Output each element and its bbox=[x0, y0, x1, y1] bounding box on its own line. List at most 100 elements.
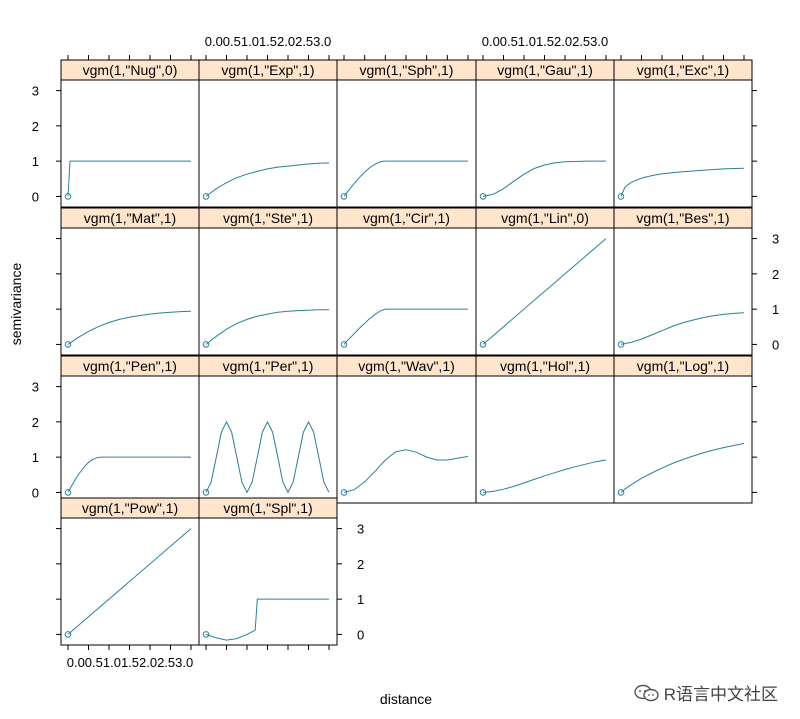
panel-title: vgm(1,"Ste",1) bbox=[223, 210, 313, 226]
semivariance-line bbox=[205, 598, 329, 641]
semivariance-line bbox=[205, 309, 329, 345]
origin-point bbox=[340, 193, 348, 200]
semivariance-line bbox=[67, 160, 191, 197]
semivariance-line bbox=[205, 162, 330, 197]
origin-point bbox=[340, 341, 348, 348]
panel-title: vgm(1,"Exc",1) bbox=[637, 62, 729, 78]
semivariance-line bbox=[620, 312, 745, 345]
panel-frame bbox=[198, 79, 338, 208]
panel-frame bbox=[60, 79, 200, 208]
panel-title: vgm(1,"Log",1) bbox=[637, 358, 729, 374]
panel-title: vgm(1,"Lin",0) bbox=[501, 210, 589, 226]
y-tick-label: 0 bbox=[32, 485, 39, 500]
origin-point bbox=[64, 489, 72, 496]
panel-frame bbox=[336, 79, 477, 208]
origin-point bbox=[202, 631, 210, 638]
semivariance-line bbox=[482, 160, 606, 197]
y-tick-label: 3 bbox=[32, 380, 39, 395]
wechat-bubble-icon bbox=[634, 684, 659, 701]
panel-title: vgm(1,"Bes",1) bbox=[636, 210, 729, 226]
panel: vgm(1,"Hol",1) bbox=[475, 355, 615, 504]
y-tick-label: 1 bbox=[32, 154, 39, 169]
panel-frame bbox=[336, 227, 477, 356]
x-tick-labels: 0.00.51.01.52.02.53.0 bbox=[482, 34, 609, 49]
panel-title: vgm(1,"Per",1) bbox=[223, 358, 314, 374]
panel-title: vgm(1,"Pen",1) bbox=[83, 358, 177, 374]
panel: vgm(1,"Nug",0) 0 1 2 3 bbox=[32, 55, 200, 208]
panel: vgm(1,"Pow",1) 0.00.51.01.52.02.53.0 bbox=[56, 497, 200, 670]
y-tick-label: 1 bbox=[357, 592, 364, 607]
panel: vgm(1,"Gau",1) 0.00.51.01.52.02.53.0 bbox=[475, 34, 615, 208]
panel-frame bbox=[198, 517, 338, 646]
panel-frame bbox=[613, 79, 753, 208]
panel: vgm(1,"Spl",1) 0 1 2 3 bbox=[198, 497, 364, 650]
y-tick-label: 3 bbox=[357, 522, 364, 537]
origin-point bbox=[479, 489, 487, 496]
semivariance-line bbox=[620, 442, 745, 493]
origin-point bbox=[64, 341, 72, 348]
panel-frame bbox=[198, 227, 338, 356]
panel: vgm(1,"Bes",1) 0 1 2 3 bbox=[613, 207, 779, 356]
panel: vgm(1,"Mat",1) bbox=[56, 207, 200, 356]
y-tick-label: 1 bbox=[772, 302, 779, 317]
semivariance-line bbox=[343, 160, 468, 197]
panel-frame bbox=[60, 375, 200, 504]
panel-frame bbox=[475, 79, 615, 208]
y-tick-label: 2 bbox=[32, 415, 39, 430]
semivariance-line bbox=[620, 167, 745, 197]
y-tick-label: 0 bbox=[772, 337, 779, 352]
origin-point bbox=[617, 341, 625, 348]
panel: vgm(1,"Ste",1) bbox=[198, 207, 338, 356]
panel-title: vgm(1,"Mat",1) bbox=[84, 210, 176, 226]
origin-point bbox=[479, 193, 487, 200]
panel-frame bbox=[336, 375, 477, 504]
panel: vgm(1,"Lin",0) bbox=[475, 207, 615, 356]
panel: vgm(1,"Wav",1) bbox=[336, 355, 477, 504]
panel-frame bbox=[613, 227, 753, 356]
panel-title: vgm(1,"Nug",0) bbox=[83, 62, 178, 78]
panel: vgm(1,"Exc",1) bbox=[613, 55, 757, 208]
watermark: R语言中文社区 bbox=[634, 680, 778, 705]
panel-frame bbox=[475, 375, 615, 504]
semivariance-line bbox=[67, 456, 191, 493]
panel-title: vgm(1,"Wav",1) bbox=[358, 358, 455, 374]
panel: vgm(1,"Per",1) bbox=[198, 355, 338, 504]
y-tick-label: 3 bbox=[32, 84, 39, 99]
y-tick-label: 1 bbox=[32, 450, 39, 465]
origin-point bbox=[617, 489, 625, 496]
semivariance-line bbox=[67, 528, 192, 635]
panel-title: vgm(1,"Gau",1) bbox=[497, 62, 593, 78]
x-tick-labels: 0.00.51.01.52.02.53.0 bbox=[205, 34, 332, 49]
panel-title: vgm(1,"Cir",1) bbox=[363, 210, 450, 226]
y-tick-label: 0 bbox=[357, 627, 364, 642]
semivariance-line bbox=[482, 238, 607, 345]
panel-title: vgm(1,"Sph",1) bbox=[360, 62, 454, 78]
origin-point bbox=[202, 193, 210, 200]
origin-point bbox=[202, 341, 210, 348]
panel-title: vgm(1,"Exp",1) bbox=[221, 62, 314, 78]
origin-point bbox=[340, 489, 348, 496]
semivariance-line bbox=[343, 449, 469, 493]
semivariance-line bbox=[205, 420, 330, 494]
panel: vgm(1,"Log",1) bbox=[613, 355, 757, 504]
semivariance-line bbox=[67, 310, 192, 345]
origin-point bbox=[479, 341, 487, 348]
panel: vgm(1,"Cir",1) bbox=[336, 207, 477, 356]
panel: vgm(1,"Sph",1) bbox=[336, 55, 477, 208]
panel-title: vgm(1,"Hol",1) bbox=[500, 358, 590, 374]
panel-frame bbox=[613, 375, 753, 504]
origin-point bbox=[64, 631, 72, 638]
y-tick-label: 3 bbox=[772, 232, 779, 247]
panel-title: vgm(1,"Pow",1) bbox=[82, 500, 178, 516]
y-tick-label: 2 bbox=[357, 557, 364, 572]
y-tick-label: 2 bbox=[772, 267, 779, 282]
semivariance-line bbox=[482, 459, 607, 493]
panel-title: vgm(1,"Spl",1) bbox=[223, 500, 312, 516]
origin-point bbox=[617, 193, 625, 200]
semivariance-line bbox=[343, 308, 468, 345]
x-tick-labels: 0.00.51.01.52.02.53.0 bbox=[67, 655, 194, 670]
y-axis-title: semivariance bbox=[8, 263, 24, 346]
y-tick-label: 2 bbox=[32, 119, 39, 134]
origin-point bbox=[64, 193, 72, 200]
